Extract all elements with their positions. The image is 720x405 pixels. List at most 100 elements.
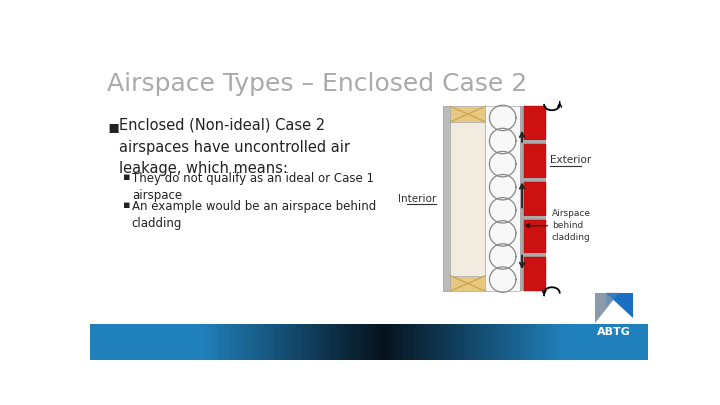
Text: Interior: Interior	[398, 194, 436, 204]
Bar	[486, 324, 492, 360]
Bar	[531, 324, 537, 360]
Bar	[324, 324, 330, 360]
Bar	[252, 324, 258, 360]
Bar	[451, 276, 485, 291]
Bar	[447, 324, 454, 360]
Bar	[620, 324, 626, 360]
Bar	[631, 324, 638, 360]
Bar	[269, 324, 275, 360]
Bar	[575, 324, 582, 360]
Bar	[369, 324, 375, 360]
Bar	[145, 324, 152, 360]
Bar	[135, 324, 141, 360]
Bar	[520, 324, 526, 360]
Bar	[291, 324, 297, 360]
Bar	[163, 324, 169, 360]
Bar	[408, 324, 415, 360]
Bar	[185, 324, 192, 360]
Polygon shape	[606, 293, 620, 307]
Bar	[112, 324, 119, 360]
Bar	[224, 324, 230, 360]
Bar	[341, 324, 348, 360]
Bar	[526, 324, 531, 360]
Bar	[107, 324, 113, 360]
Bar	[258, 324, 264, 360]
Bar	[140, 324, 147, 360]
Bar	[593, 324, 598, 360]
Bar	[520, 107, 524, 291]
Bar	[524, 216, 546, 220]
Bar	[157, 324, 163, 360]
Bar	[453, 324, 459, 360]
Bar	[524, 178, 546, 182]
Bar	[313, 324, 320, 360]
Bar	[492, 324, 498, 360]
Bar	[564, 324, 571, 360]
Bar	[213, 324, 219, 360]
Bar	[451, 122, 485, 276]
Bar	[347, 324, 353, 360]
Bar	[168, 324, 174, 360]
Bar	[358, 324, 364, 360]
Bar	[559, 324, 565, 360]
Bar	[553, 324, 559, 360]
Bar	[302, 324, 308, 360]
Bar	[207, 324, 214, 360]
Text: They do not qualify as an ideal or Case 1
airspace: They do not qualify as an ideal or Case …	[132, 172, 374, 202]
Bar	[524, 254, 546, 257]
Bar	[402, 324, 409, 360]
Bar	[469, 324, 476, 360]
Text: Enclosed (Non-ideal) Case 2
airspaces have uncontrolled air
leakage, which means: Enclosed (Non-ideal) Case 2 airspaces ha…	[120, 118, 351, 176]
Bar	[524, 257, 546, 291]
Bar	[246, 324, 253, 360]
Bar	[481, 324, 487, 360]
Bar	[524, 182, 546, 216]
Bar	[414, 324, 420, 360]
Bar	[475, 324, 482, 360]
Polygon shape	[595, 293, 618, 324]
Bar	[202, 324, 208, 360]
Text: Airspace
behind
cladding: Airspace behind cladding	[552, 209, 591, 242]
Bar	[364, 324, 370, 360]
Bar	[547, 324, 554, 360]
Bar	[380, 324, 387, 360]
Bar	[297, 324, 303, 360]
Bar	[485, 107, 520, 291]
Bar	[174, 324, 180, 360]
Bar	[587, 324, 593, 360]
Bar	[352, 324, 359, 360]
Bar	[451, 107, 485, 122]
Bar	[436, 324, 442, 360]
Bar	[374, 324, 381, 360]
Bar	[124, 324, 130, 360]
Bar	[190, 324, 197, 360]
Bar	[524, 144, 546, 178]
Bar	[179, 324, 186, 360]
Text: Exterior: Exterior	[549, 155, 591, 165]
Bar	[425, 324, 431, 360]
Bar	[386, 324, 392, 360]
Bar	[431, 324, 437, 360]
Bar	[101, 324, 107, 360]
Bar	[118, 324, 125, 360]
Bar	[441, 324, 448, 360]
Bar	[285, 324, 292, 360]
Bar	[218, 324, 225, 360]
Text: ▪: ▪	[122, 172, 130, 182]
Bar	[319, 324, 325, 360]
Text: ABTG: ABTG	[597, 326, 631, 337]
Bar	[443, 107, 451, 291]
Bar	[151, 324, 158, 360]
Bar	[196, 324, 202, 360]
Bar	[615, 324, 621, 360]
Bar	[90, 324, 96, 360]
Bar	[330, 324, 336, 360]
Bar	[514, 324, 521, 360]
Bar	[392, 324, 397, 360]
Bar	[397, 324, 403, 360]
Bar	[524, 220, 546, 254]
Bar	[498, 324, 504, 360]
Bar	[637, 324, 643, 360]
Bar	[503, 324, 509, 360]
Bar	[336, 324, 342, 360]
